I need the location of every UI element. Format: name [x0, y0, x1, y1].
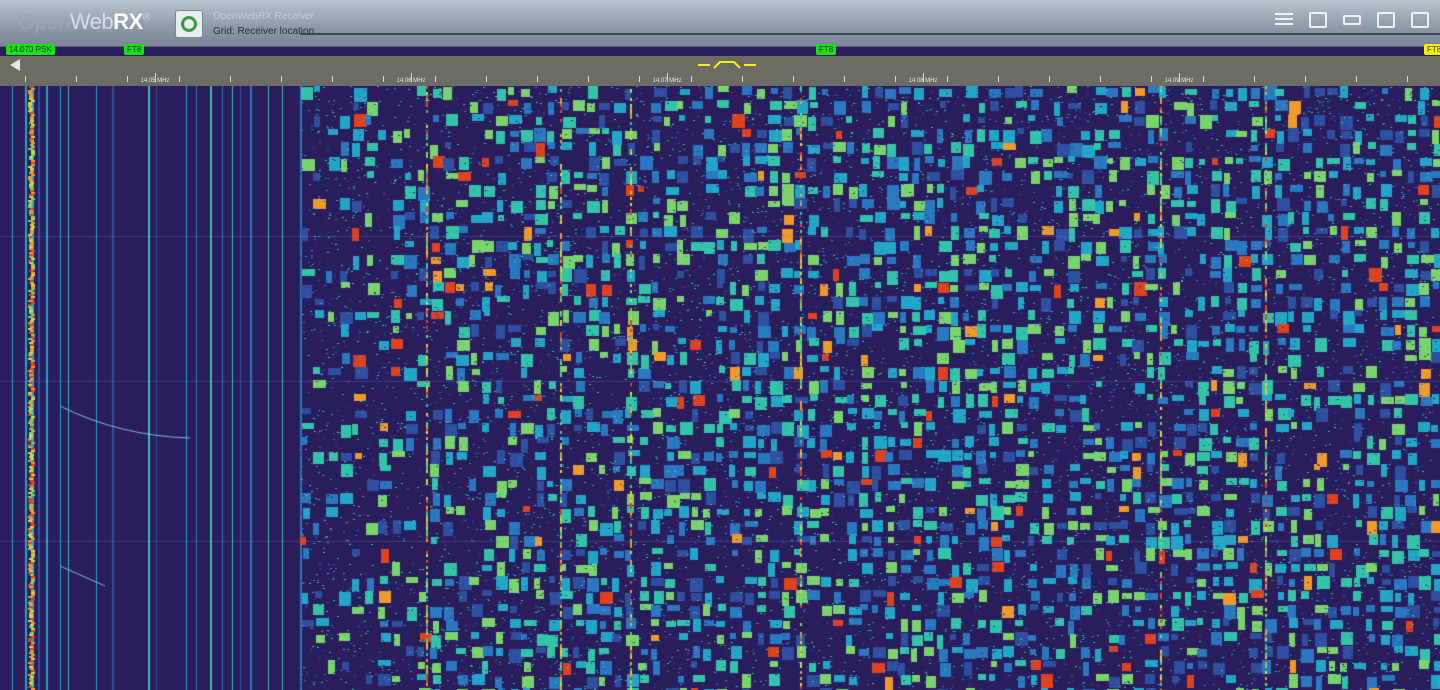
scale-tick	[588, 76, 590, 82]
scale-tick	[793, 76, 794, 82]
receiver-title: OpenWebRX Receiver	[213, 11, 314, 22]
scale-tick	[281, 76, 282, 82]
bookmark-ft8-2[interactable]: FT8	[816, 44, 837, 55]
status-button[interactable]	[1272, 8, 1296, 32]
scale-tick	[895, 76, 897, 82]
bookmark-bar: 14.070 PSK FT8 FT8 FT8	[0, 44, 1440, 56]
log-button[interactable]	[1306, 8, 1330, 32]
scale-tick	[1253, 76, 1255, 82]
scale-tick	[1100, 76, 1102, 82]
receiver-details-divider	[300, 33, 1440, 35]
scale-tick	[537, 76, 538, 82]
scale-tick	[332, 76, 334, 82]
scale-tick	[1407, 76, 1409, 82]
bookmark-ft8-1[interactable]: FT8	[124, 44, 145, 55]
scale-tick	[1356, 76, 1358, 82]
scroll-left-icon[interactable]	[10, 59, 20, 71]
scale-major-tick	[411, 73, 412, 82]
logo-registered-mark: ®	[142, 11, 151, 24]
scale-tick	[178, 76, 180, 82]
scale-label: 14.05 MHz	[140, 78, 170, 84]
frequency-scale[interactable]: 14.05 MHz 14.06 MHz 14.07 MHz 14.08 MHz 14.0…	[0, 56, 1440, 86]
scale-label: 14.09 MHz	[1164, 78, 1194, 84]
scale-tick	[844, 76, 846, 82]
scale-major-tick	[923, 73, 924, 82]
map-icon	[1377, 12, 1395, 28]
scale-tick	[741, 76, 743, 82]
scale-tick	[1305, 76, 1306, 82]
logo-part-web: Web	[69, 9, 114, 34]
scale-tick	[76, 76, 78, 82]
scale-tick	[946, 76, 948, 82]
receiver-button[interactable]	[1340, 8, 1364, 32]
receiver-icon	[1343, 15, 1361, 25]
scale-tick	[229, 76, 231, 82]
openwebrx-logo[interactable]: OpenWebRX®	[18, 9, 151, 35]
scale-label: 14.08 MHz	[908, 78, 938, 84]
status-icon	[1275, 13, 1293, 27]
scale-tick	[1049, 76, 1050, 82]
scale-tick	[997, 76, 999, 82]
logo-part-open: Open	[18, 9, 70, 34]
scale-tick	[1202, 76, 1204, 82]
scale-major-tick	[1179, 73, 1180, 82]
scale-label: 14.06 MHz	[396, 78, 426, 84]
scale-tick	[639, 76, 641, 82]
toolbar-buttons	[1272, 8, 1432, 32]
scale-label: 14.07 MHz	[652, 78, 682, 84]
waterfall-display[interactable]	[0, 86, 1440, 690]
filter-passband-marker[interactable]	[698, 60, 756, 70]
bookmark-psk[interactable]: 14.070 PSK	[6, 44, 55, 55]
receiver-avatar-icon[interactable]	[175, 10, 203, 38]
scale-tick	[690, 76, 692, 82]
settings-button[interactable]	[1408, 8, 1432, 32]
scale-major-tick	[667, 73, 668, 82]
top-bar: OpenWebRX® OpenWebRX Receiver Grid: Rece…	[0, 0, 1440, 47]
scale-tick	[25, 76, 26, 82]
scale-tick	[1151, 76, 1153, 82]
logo-part-rx: RX	[113, 9, 143, 34]
scale-tick	[383, 76, 385, 82]
scale-major-tick	[155, 73, 156, 82]
bookmark-ft8-3[interactable]: FT8	[1424, 44, 1440, 55]
scale-tick	[127, 76, 129, 82]
map-button[interactable]	[1374, 8, 1398, 32]
scale-tick	[485, 76, 487, 82]
log-icon	[1309, 12, 1327, 28]
receiver-description: Grid: Receiver location	[213, 26, 315, 37]
scale-tick	[434, 76, 436, 82]
settings-icon	[1411, 12, 1429, 28]
